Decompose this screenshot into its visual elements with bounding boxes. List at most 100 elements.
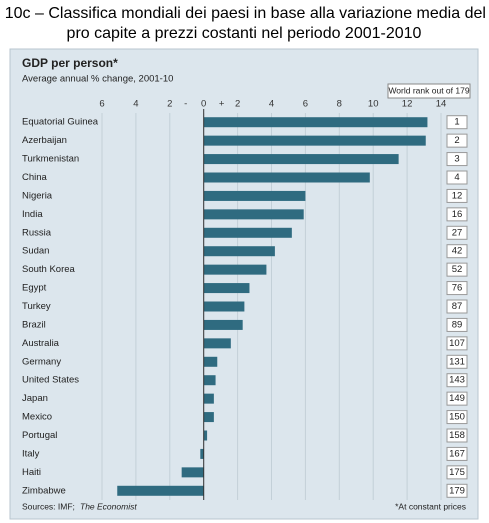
rank-header: World rank out of 179	[388, 85, 469, 95]
category-label: China	[22, 172, 48, 183]
category-label: United States	[22, 375, 79, 386]
bar	[181, 467, 204, 478]
rank-box	[446, 483, 468, 498]
bar	[203, 135, 426, 146]
bar	[200, 448, 204, 459]
category-label: Mexico	[22, 412, 52, 423]
rank-box	[446, 446, 468, 461]
bar	[203, 246, 275, 257]
bar	[117, 485, 204, 496]
x-tick-label: 4	[133, 99, 138, 110]
bar	[203, 154, 399, 165]
rank-box	[446, 170, 468, 185]
category-label: India	[22, 209, 43, 220]
rank-box	[446, 207, 468, 222]
rank-label: 12	[452, 190, 463, 201]
x-tick-label: 14	[436, 99, 447, 110]
rank-box	[446, 336, 468, 351]
rank-label: 76	[452, 283, 463, 294]
rank-label: 87	[452, 301, 463, 312]
rank-box	[446, 115, 468, 130]
rank-label: 143	[449, 375, 465, 386]
x-tick-label: 8	[337, 99, 342, 110]
category-label: Haiti	[22, 467, 41, 478]
rank-label: 175	[449, 467, 465, 478]
bar	[203, 301, 245, 312]
rank-box	[446, 133, 468, 148]
category-label: Japan	[22, 393, 48, 404]
category-label: Brazil	[22, 319, 46, 330]
x-tick-label: 0	[201, 99, 206, 110]
rank-label: 179	[449, 485, 465, 496]
rank-label: 167	[449, 448, 465, 459]
rank-label: 89	[452, 319, 463, 330]
rank-header-box	[387, 83, 471, 99]
rank-label: 107	[449, 338, 465, 349]
bar	[203, 172, 370, 183]
category-label: Portugal	[22, 430, 57, 441]
category-label: Australia	[22, 338, 60, 349]
x-tick-label: 2	[167, 99, 172, 110]
bar	[203, 190, 306, 201]
chart-subtitle: Average annual % change, 2001-10	[22, 74, 173, 85]
x-tick-label: 6	[303, 99, 308, 110]
bar	[203, 117, 428, 128]
category-label: Germany	[22, 356, 61, 367]
rank-box	[446, 299, 468, 314]
category-label: Sudan	[22, 246, 49, 257]
rank-label: 4	[454, 172, 459, 183]
rank-box	[446, 262, 468, 277]
bar	[203, 283, 250, 294]
rank-box	[446, 244, 468, 259]
rank-box	[446, 428, 468, 443]
rank-box	[446, 465, 468, 480]
category-label: Azerbaijan	[22, 135, 67, 146]
footnote: *At constant prices	[395, 501, 466, 511]
rank-label: 131	[449, 356, 465, 367]
category-label: Egypt	[22, 283, 47, 294]
rank-box	[446, 373, 468, 388]
category-label: Turkmenistan	[22, 154, 79, 165]
category-label: Nigeria	[22, 190, 53, 201]
bar	[203, 227, 292, 238]
axis-sign: +	[219, 99, 225, 110]
x-tick-label: 10	[368, 99, 379, 110]
rank-box	[446, 152, 468, 167]
heading: Fig. 10c – Classifica mondiali dei paesi…	[0, 5, 489, 22]
x-tick-label: 6	[99, 99, 104, 110]
rank-box	[446, 281, 468, 296]
bar	[203, 430, 208, 441]
source: The Economist	[80, 501, 137, 511]
category-label: South Korea	[22, 264, 76, 275]
rank-label: 27	[452, 227, 463, 238]
rank-box	[446, 317, 468, 332]
bar	[203, 375, 216, 386]
bar	[203, 209, 304, 220]
axis-sign: -	[184, 99, 187, 110]
x-tick-label: 12	[402, 99, 413, 110]
bar	[203, 338, 231, 349]
rank-label: 3	[454, 154, 459, 165]
rank-label: 158	[449, 430, 465, 441]
rank-box	[446, 391, 468, 406]
rank-box	[446, 225, 468, 240]
bar	[203, 412, 214, 423]
bar	[203, 264, 267, 275]
rank-label: 1	[454, 117, 459, 128]
rank-box	[446, 410, 468, 425]
bar	[203, 356, 218, 367]
x-tick-label: 2	[235, 99, 240, 110]
bar	[203, 393, 214, 404]
rank-box	[446, 354, 468, 369]
x-tick-label: 4	[269, 99, 274, 110]
bar	[203, 319, 243, 330]
rank-label: 2	[454, 135, 459, 146]
rank-label: 149	[449, 393, 465, 404]
rank-label: 52	[452, 264, 463, 275]
category-label: Russia	[22, 227, 52, 238]
rank-label: 42	[452, 246, 463, 257]
source: Sources: IMF;	[22, 501, 75, 511]
category-label: Zimbabwe	[22, 485, 66, 496]
